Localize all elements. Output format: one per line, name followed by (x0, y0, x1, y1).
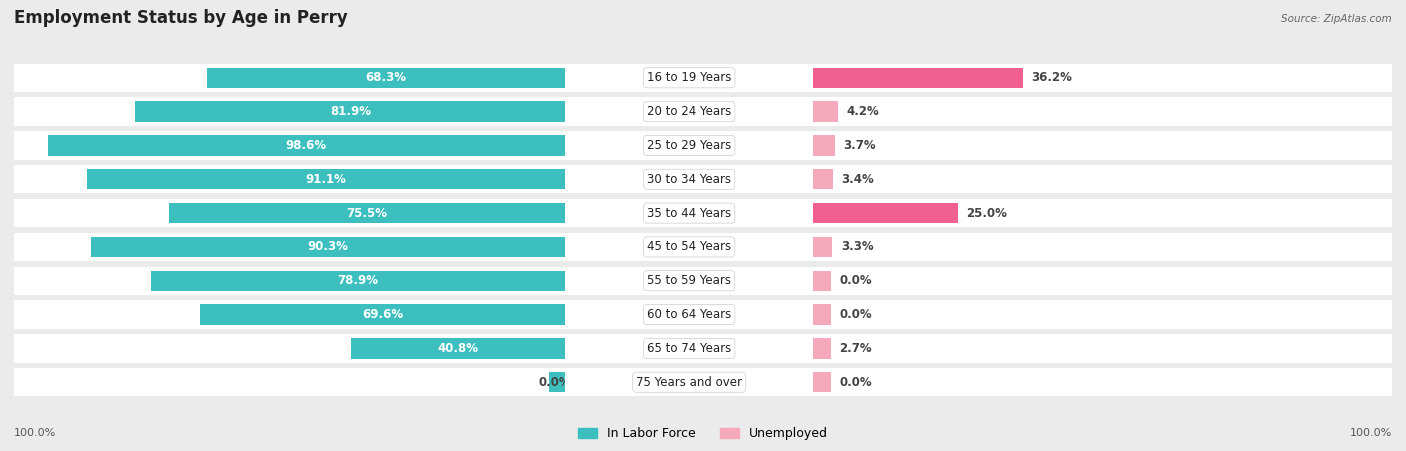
Text: 0.0%: 0.0% (839, 376, 872, 389)
FancyBboxPatch shape (813, 300, 1392, 329)
Text: 20 to 24 Years: 20 to 24 Years (647, 105, 731, 118)
FancyBboxPatch shape (565, 300, 813, 329)
Bar (135, 101, 565, 122)
Text: 91.1%: 91.1% (305, 173, 346, 186)
Text: 2.7%: 2.7% (839, 342, 872, 355)
Text: 0.0%: 0.0% (839, 308, 872, 321)
FancyBboxPatch shape (565, 267, 813, 295)
Text: 36.2%: 36.2% (1032, 71, 1073, 84)
Text: 3.3%: 3.3% (841, 240, 873, 253)
Text: 100.0%: 100.0% (14, 428, 56, 438)
Bar (813, 135, 835, 156)
Bar (813, 338, 831, 359)
Text: 75.5%: 75.5% (346, 207, 388, 220)
Text: 30 to 34 Years: 30 to 34 Years (647, 173, 731, 186)
Bar (813, 237, 832, 257)
FancyBboxPatch shape (14, 165, 565, 193)
Text: 65 to 74 Years: 65 to 74 Years (647, 342, 731, 355)
Text: 16 to 19 Years: 16 to 19 Years (647, 71, 731, 84)
Text: 25 to 29 Years: 25 to 29 Years (647, 139, 731, 152)
Bar (207, 68, 565, 88)
Text: 98.6%: 98.6% (285, 139, 328, 152)
FancyBboxPatch shape (565, 233, 813, 261)
FancyBboxPatch shape (565, 368, 813, 396)
Text: 78.9%: 78.9% (337, 274, 378, 287)
Legend: In Labor Force, Unemployed: In Labor Force, Unemployed (578, 427, 828, 440)
Bar (352, 338, 565, 359)
FancyBboxPatch shape (14, 64, 565, 92)
Text: Employment Status by Age in Perry: Employment Status by Age in Perry (14, 9, 347, 27)
Text: 81.9%: 81.9% (330, 105, 371, 118)
FancyBboxPatch shape (813, 97, 1392, 126)
Bar (813, 169, 832, 189)
FancyBboxPatch shape (565, 199, 813, 227)
FancyBboxPatch shape (813, 165, 1392, 193)
Bar (813, 372, 831, 392)
Bar (200, 304, 565, 325)
FancyBboxPatch shape (813, 64, 1392, 92)
Bar (813, 271, 831, 291)
FancyBboxPatch shape (14, 97, 565, 126)
FancyBboxPatch shape (14, 300, 565, 329)
Bar (169, 203, 565, 223)
FancyBboxPatch shape (14, 233, 565, 261)
FancyBboxPatch shape (14, 267, 565, 295)
Text: 60 to 64 Years: 60 to 64 Years (647, 308, 731, 321)
Bar (813, 101, 838, 122)
Text: 45 to 54 Years: 45 to 54 Years (647, 240, 731, 253)
Text: 69.6%: 69.6% (361, 308, 404, 321)
Text: 100.0%: 100.0% (1350, 428, 1392, 438)
FancyBboxPatch shape (565, 334, 813, 363)
Text: 68.3%: 68.3% (366, 71, 406, 84)
FancyBboxPatch shape (813, 233, 1392, 261)
Bar (91, 237, 565, 257)
FancyBboxPatch shape (14, 131, 565, 160)
FancyBboxPatch shape (813, 131, 1392, 160)
Text: 90.3%: 90.3% (308, 240, 349, 253)
Text: 3.7%: 3.7% (844, 139, 876, 152)
Bar (813, 304, 831, 325)
Bar (550, 372, 565, 392)
FancyBboxPatch shape (565, 64, 813, 92)
Text: 55 to 59 Years: 55 to 59 Years (647, 274, 731, 287)
FancyBboxPatch shape (14, 199, 565, 227)
Bar (813, 203, 957, 223)
Text: 0.0%: 0.0% (538, 376, 572, 389)
Text: 75 Years and over: 75 Years and over (637, 376, 742, 389)
FancyBboxPatch shape (813, 267, 1392, 295)
FancyBboxPatch shape (813, 368, 1392, 396)
Text: 35 to 44 Years: 35 to 44 Years (647, 207, 731, 220)
Bar (150, 271, 565, 291)
FancyBboxPatch shape (813, 334, 1392, 363)
FancyBboxPatch shape (565, 165, 813, 193)
Text: 25.0%: 25.0% (966, 207, 1008, 220)
Text: 4.2%: 4.2% (846, 105, 879, 118)
Bar (48, 135, 565, 156)
Text: 40.8%: 40.8% (437, 342, 478, 355)
Text: 3.4%: 3.4% (842, 173, 875, 186)
Bar (813, 68, 1022, 88)
FancyBboxPatch shape (14, 368, 565, 396)
Text: Source: ZipAtlas.com: Source: ZipAtlas.com (1281, 14, 1392, 23)
FancyBboxPatch shape (565, 131, 813, 160)
Text: 0.0%: 0.0% (839, 274, 872, 287)
FancyBboxPatch shape (565, 97, 813, 126)
Bar (87, 169, 565, 189)
FancyBboxPatch shape (14, 334, 565, 363)
FancyBboxPatch shape (813, 199, 1392, 227)
